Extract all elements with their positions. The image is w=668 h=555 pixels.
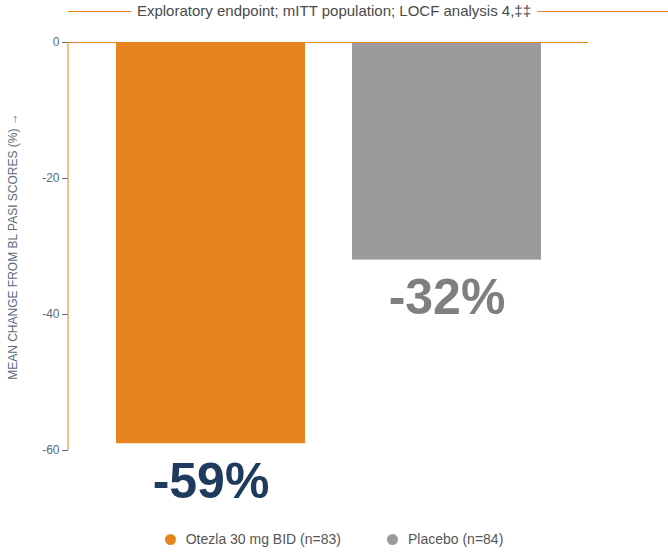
svg-text:-20: -20	[42, 171, 60, 185]
html-text:Exploratory endpoint; mITT pop: Exploratory endpoint; mITT population; L…	[136, 2, 531, 19]
html-text:Otezla 30 mg BID (n=83): Otezla 30 mg BID (n=83)	[185, 531, 341, 547]
svg-text:0: 0	[53, 35, 60, 49]
html-text:Placebo (n=84): Placebo (n=84)	[408, 531, 504, 547]
svg-text:MEAN CHANGE FROM BL PASI SCORE: MEAN CHANGE FROM BL PASI SCORES (%) →	[6, 113, 20, 380]
svg-text:-59%: -59%	[153, 453, 270, 509]
svg-text:-32%: -32%	[389, 269, 506, 325]
svg-text:-60: -60	[42, 443, 60, 457]
svg-text:-40: -40	[42, 307, 60, 321]
